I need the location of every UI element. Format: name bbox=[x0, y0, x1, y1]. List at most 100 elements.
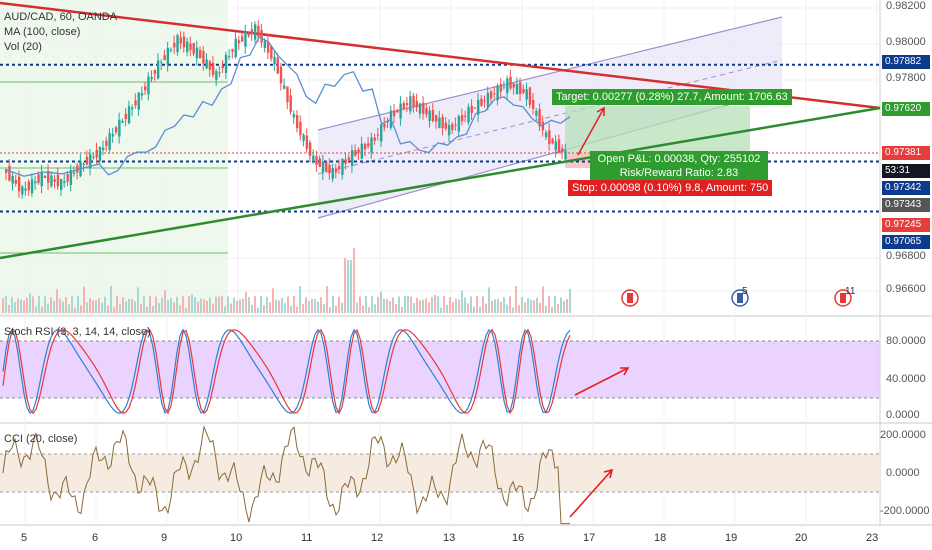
candle-body bbox=[173, 42, 176, 48]
volume-bar bbox=[137, 287, 139, 313]
volume-bar bbox=[377, 297, 379, 313]
candle-body bbox=[150, 77, 153, 80]
candle-body bbox=[392, 110, 396, 117]
stoch-k-line bbox=[2, 328, 571, 415]
flag-icon bbox=[627, 293, 633, 303]
candle-body bbox=[460, 115, 464, 122]
volume-bar bbox=[437, 296, 439, 313]
candle-body bbox=[34, 181, 37, 184]
candle-body bbox=[131, 107, 134, 110]
candle-body bbox=[14, 179, 18, 184]
volume-bar bbox=[512, 307, 514, 313]
candle-body bbox=[247, 33, 250, 36]
candle-body bbox=[493, 93, 496, 95]
x-tick: 13 bbox=[443, 532, 456, 544]
candle-body bbox=[338, 166, 341, 170]
volume-legend[interactable]: Vol (20) bbox=[4, 41, 42, 53]
volume-bar bbox=[569, 288, 571, 313]
candle-body bbox=[98, 146, 102, 162]
volume-bar bbox=[170, 298, 172, 313]
volume-bar bbox=[104, 296, 106, 313]
candle-body bbox=[451, 124, 454, 131]
candle-body bbox=[396, 110, 399, 113]
candle-body bbox=[370, 137, 373, 153]
volume-bar bbox=[206, 300, 208, 313]
candle-body bbox=[418, 103, 422, 114]
candle-body bbox=[522, 89, 525, 93]
volume-bar bbox=[5, 296, 7, 313]
candle-body bbox=[483, 100, 486, 102]
stoch-rsi-legend[interactable]: Stoch RSI (3, 3, 14, 14, close) bbox=[4, 326, 151, 338]
candle-body bbox=[253, 24, 257, 40]
volume-bar bbox=[431, 296, 433, 313]
candle-body bbox=[231, 49, 234, 52]
candle-body bbox=[470, 105, 473, 113]
volume-bar bbox=[527, 298, 529, 313]
projection-arrow-head bbox=[596, 106, 605, 116]
candle-body bbox=[299, 121, 302, 136]
candle-body bbox=[189, 43, 192, 50]
candle-body bbox=[347, 157, 351, 161]
candle-body bbox=[502, 86, 506, 88]
volume-bar bbox=[224, 306, 226, 313]
volume-bar bbox=[410, 296, 412, 313]
cci-legend[interactable]: CCI (20, close) bbox=[4, 433, 78, 445]
volume-bar bbox=[395, 303, 397, 313]
candle-body bbox=[399, 103, 402, 119]
volume-bar bbox=[443, 296, 445, 313]
candle-body bbox=[441, 117, 444, 129]
volume-bar bbox=[560, 297, 562, 313]
candle-body bbox=[153, 70, 157, 74]
x-tick: 16 bbox=[512, 532, 525, 544]
volume-bar bbox=[548, 296, 550, 313]
candle-body bbox=[528, 87, 532, 105]
volume-bar bbox=[191, 294, 193, 313]
cci-band bbox=[0, 454, 880, 492]
position-target-label[interactable]: Target: 0.00277 (0.28%) 27.7, Amount: 17… bbox=[552, 89, 792, 105]
volume-bar bbox=[338, 296, 340, 313]
volume-bar bbox=[179, 305, 181, 313]
volume-bar bbox=[131, 299, 133, 313]
candle-body bbox=[477, 99, 480, 115]
candle-body bbox=[234, 38, 237, 57]
volume-bar bbox=[356, 302, 358, 313]
position-open-pnl-label[interactable]: Open P&L: 0.00038, Qty: 255102 Risk/Rewa… bbox=[590, 151, 768, 181]
volume-bar bbox=[554, 296, 556, 313]
candle-body bbox=[541, 121, 545, 131]
volume-bar bbox=[272, 288, 274, 313]
volume-bar bbox=[122, 297, 124, 313]
volume-bar bbox=[347, 260, 349, 313]
candle-body bbox=[221, 65, 225, 69]
price-tag-last: 0.97381 bbox=[882, 146, 930, 160]
candle-body bbox=[438, 117, 441, 129]
ma-legend[interactable]: MA (100, close) bbox=[4, 26, 81, 38]
symbol-title[interactable]: AUD/CAD, 60, OANDA bbox=[4, 11, 118, 23]
cci-arrow bbox=[569, 469, 613, 518]
candle-body bbox=[140, 93, 144, 96]
volume-bar bbox=[350, 260, 352, 313]
position-stop-label[interactable]: Stop: 0.00098 (0.10%) 9.8, Amount: 750 bbox=[568, 180, 773, 196]
candle-body bbox=[354, 150, 357, 156]
support-trendline[interactable] bbox=[0, 106, 881, 260]
volume-bar bbox=[233, 297, 235, 313]
volume-bar bbox=[500, 301, 502, 313]
volume-bar bbox=[77, 296, 79, 313]
volume-bar bbox=[143, 296, 145, 313]
volume-bar bbox=[488, 287, 490, 313]
candle-body bbox=[276, 57, 279, 74]
candle-body bbox=[218, 72, 221, 74]
candle-body bbox=[561, 148, 564, 153]
volume-bar bbox=[371, 296, 373, 313]
volume-bar bbox=[227, 296, 229, 313]
volume-bar bbox=[302, 303, 304, 313]
candle-body bbox=[202, 51, 205, 64]
candle-body bbox=[92, 156, 95, 158]
cci-tick: 0.0000 bbox=[886, 467, 920, 479]
candle-body bbox=[383, 123, 386, 128]
volume-bar bbox=[245, 291, 247, 313]
candle-body bbox=[535, 110, 538, 116]
candle-body bbox=[538, 108, 541, 127]
stoch-arrow-head bbox=[620, 367, 630, 376]
volume-bar bbox=[503, 297, 505, 313]
